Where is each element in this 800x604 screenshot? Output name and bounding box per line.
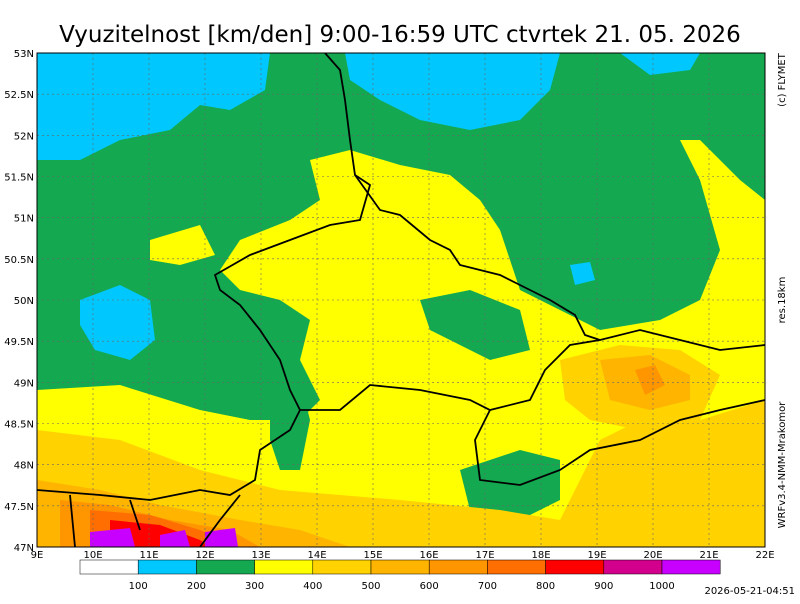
lon-tick-label: 12E bbox=[195, 550, 214, 561]
lon-tick-label: 17E bbox=[475, 550, 494, 561]
lat-tick-label: 50N bbox=[14, 296, 34, 307]
model-label: WRFv3.4-NMM-Mrakomor bbox=[777, 401, 788, 529]
map-frame bbox=[36, 52, 766, 548]
area bbox=[37, 400, 765, 547]
legend-swatch bbox=[196, 559, 255, 575]
lat-tick-label: 53N bbox=[14, 49, 34, 60]
lon-tick-label: 20E bbox=[643, 550, 662, 561]
legend-label: 700 bbox=[478, 581, 497, 592]
legend-swatch bbox=[603, 559, 663, 575]
legend: 100 200 300 400 500 600 700 800 900 1000 bbox=[79, 559, 721, 592]
area bbox=[150, 225, 215, 265]
lat-tick-label: 48.5N bbox=[4, 420, 34, 431]
area bbox=[205, 528, 238, 547]
lat-tick-label: 48N bbox=[14, 461, 34, 472]
lat-tick-label: 52.5N bbox=[4, 90, 34, 101]
resolution: res.18km bbox=[777, 277, 788, 324]
border bbox=[354, 174, 601, 341]
lon-tick-label: 18E bbox=[531, 550, 550, 561]
map bbox=[37, 53, 765, 547]
legend-swatch bbox=[370, 559, 430, 575]
legend-label: 100 bbox=[129, 581, 148, 592]
lat-tick-label: 50.5N bbox=[4, 255, 34, 266]
lon-tick-label: 11E bbox=[139, 550, 158, 561]
area bbox=[90, 528, 135, 547]
area bbox=[460, 450, 560, 520]
lat-tick-label: 49.5N bbox=[4, 337, 34, 348]
legend-label: 900 bbox=[594, 581, 613, 592]
area bbox=[620, 53, 700, 75]
border bbox=[474, 399, 765, 486]
legend-swatch bbox=[254, 559, 314, 575]
title: Vyuzitelnost [km/den] 9:00-16:59 UTC ctv… bbox=[59, 22, 741, 48]
legend-label: 500 bbox=[361, 581, 380, 592]
legend-label: 600 bbox=[420, 581, 439, 592]
legend-swatch bbox=[661, 559, 721, 575]
lon-tick-label: 22E bbox=[755, 550, 774, 561]
legend-label: 400 bbox=[303, 581, 322, 592]
grid bbox=[37, 53, 765, 547]
legend-label: 800 bbox=[536, 581, 555, 592]
legend-label: 300 bbox=[245, 581, 264, 592]
legend-swatch bbox=[428, 559, 488, 575]
area bbox=[37, 140, 765, 547]
area bbox=[420, 290, 530, 360]
border bbox=[37, 409, 301, 501]
legend-swatch bbox=[545, 559, 605, 575]
lon-tick-label: 10E bbox=[83, 550, 102, 561]
lon-tick-label: 9E bbox=[31, 550, 44, 561]
lon-tick-label: 13E bbox=[251, 550, 270, 561]
border bbox=[213, 53, 765, 411]
area bbox=[345, 53, 560, 130]
legend-swatch bbox=[137, 559, 197, 575]
copyright: (c) FLYMET bbox=[777, 52, 788, 107]
legend-swatch bbox=[79, 559, 139, 575]
lat-tick-label: 49N bbox=[14, 378, 34, 389]
legend-swatch bbox=[312, 559, 372, 575]
lon-tick-label: 19E bbox=[587, 550, 606, 561]
lat-tick-label: 51N bbox=[14, 214, 34, 225]
lon-tick-label: 14E bbox=[307, 550, 326, 561]
area bbox=[570, 262, 595, 285]
area bbox=[270, 380, 310, 470]
lat-tick-label: 52N bbox=[14, 131, 34, 142]
area bbox=[635, 365, 665, 395]
border bbox=[69, 494, 241, 547]
area bbox=[160, 530, 190, 547]
lat-tick-label: 51.5N bbox=[4, 173, 34, 184]
legend-swatch bbox=[487, 559, 546, 575]
timestamp: 2026-05-21-04:51 bbox=[704, 586, 795, 597]
legend-label: 1000 bbox=[649, 581, 674, 592]
lon-tick-label: 21E bbox=[699, 550, 718, 561]
lat-tick-label: 47.5N bbox=[4, 502, 34, 513]
ticks: 53N 52.5N 52N 51.5N 51N 50.5N 50N 49.5N 49N 48.5N… bbox=[4, 49, 774, 561]
lon-tick-label: 16E bbox=[419, 550, 438, 561]
legend-label: 200 bbox=[187, 581, 206, 592]
lon-tick-label: 15E bbox=[363, 550, 382, 561]
area bbox=[37, 53, 270, 160]
lat-tick-label: 47N bbox=[14, 543, 34, 554]
